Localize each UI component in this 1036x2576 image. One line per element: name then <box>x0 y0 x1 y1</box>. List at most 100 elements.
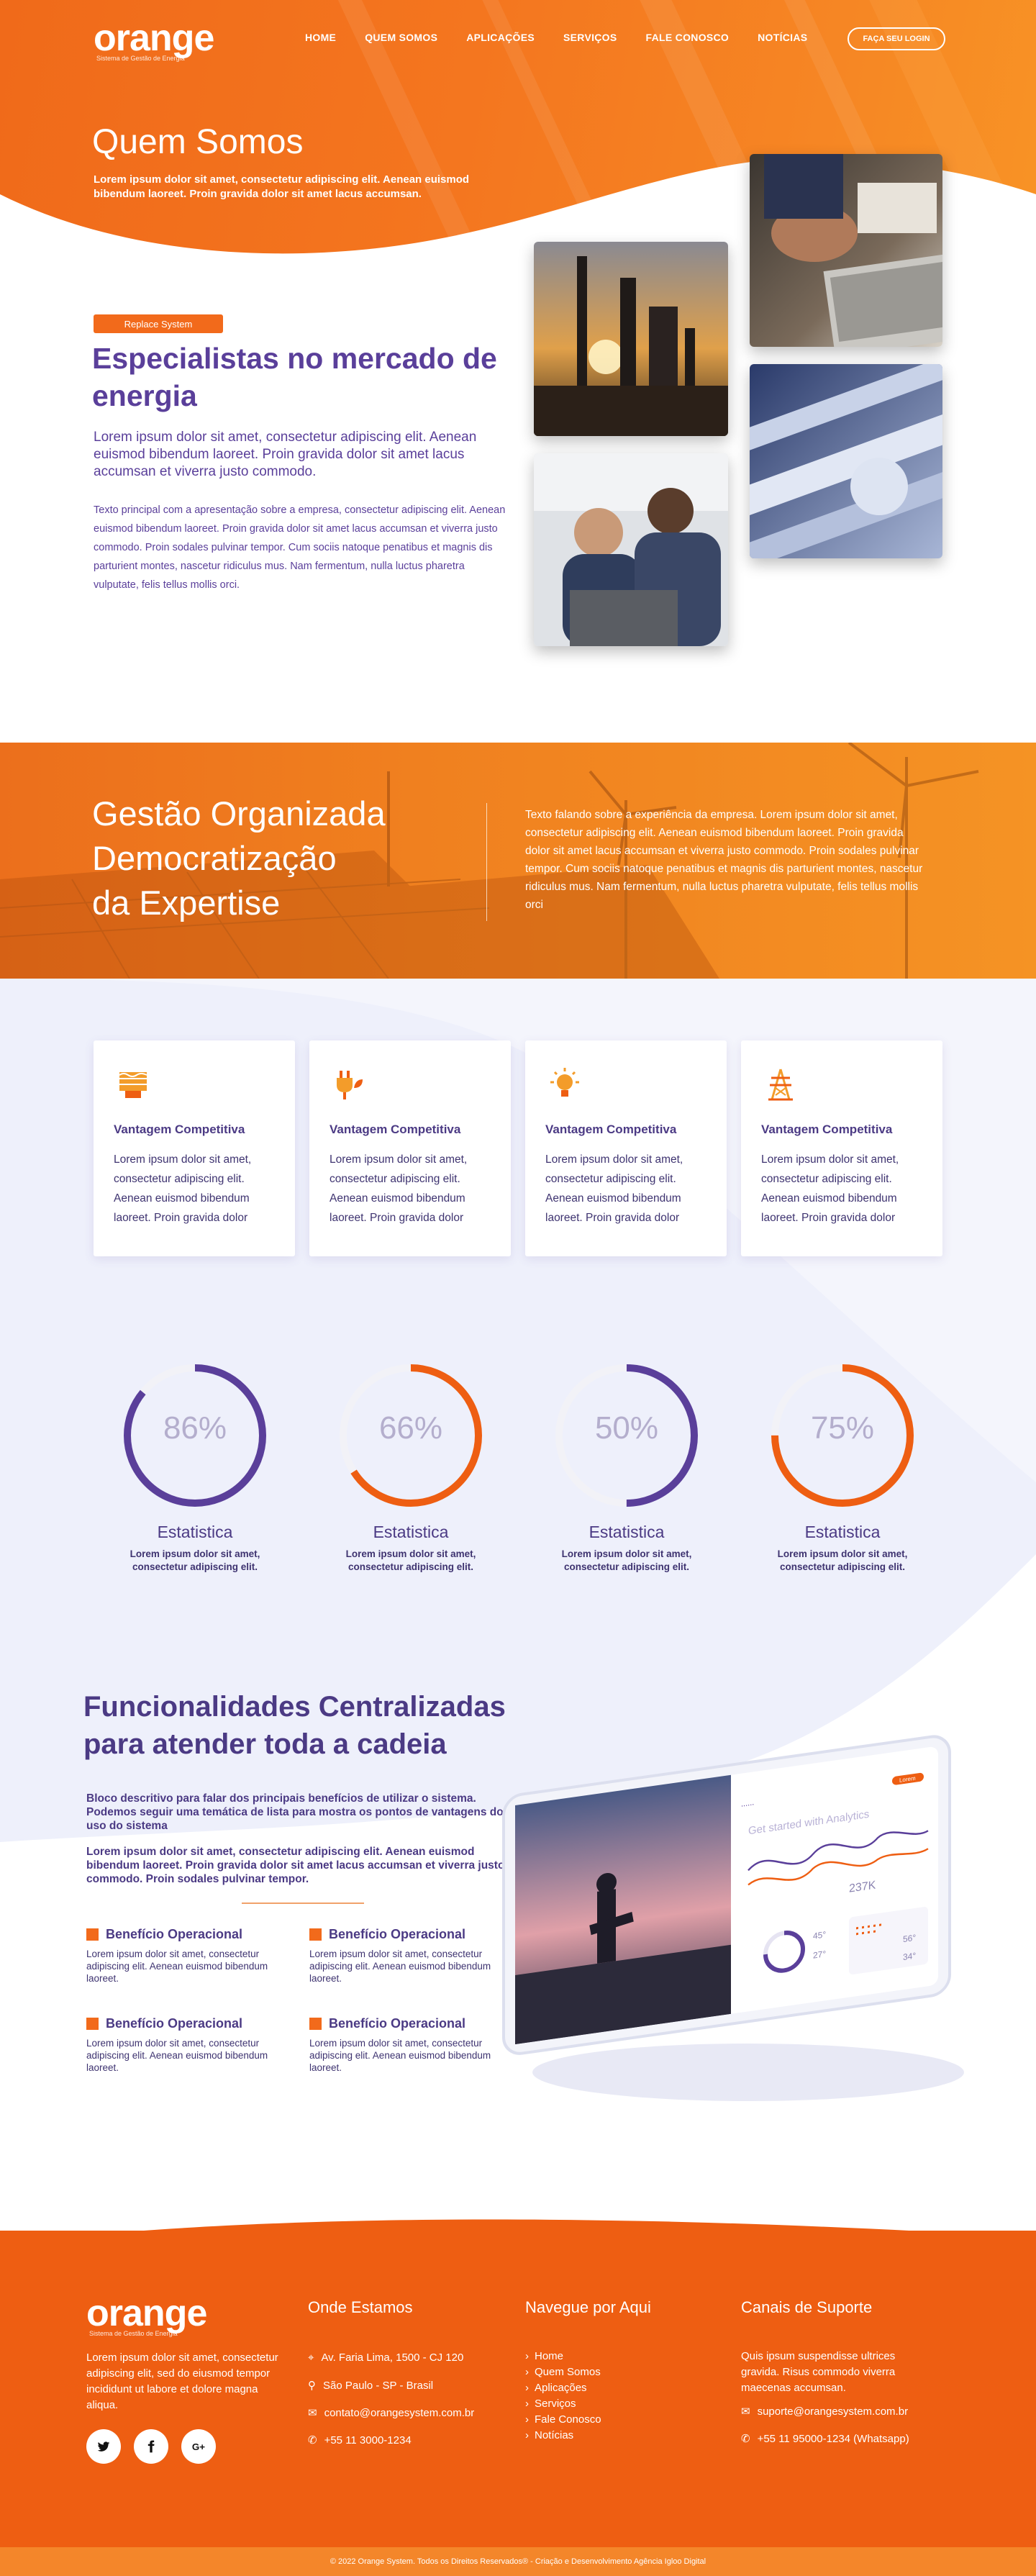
advantage-card[interactable]: Vantagem Competitiva Lorem ipsum dolor s… <box>525 1040 727 1256</box>
svg-text:45°: 45° <box>813 1929 826 1941</box>
card-text: Lorem ipsum dolor sit amet, consectetur … <box>545 1153 683 1224</box>
nav-quem-somos[interactable]: QUEM SOMOS <box>365 32 438 43</box>
stat-percent: 50% <box>594 1410 659 1446</box>
advantage-card[interactable]: Vantagem Competitiva Lorem ipsum dolor s… <box>741 1040 942 1256</box>
svg-text:27°: 27° <box>813 1949 826 1961</box>
about-lead: Lorem ipsum dolor sit amet, consectetur … <box>94 430 477 479</box>
footer-support-phone[interactable]: ✆ +55 11 95000-1234 (Whatsapp) <box>741 2432 909 2446</box>
footer-nav-home[interactable]: Home <box>525 2349 601 2364</box>
tablet-nav-text: ...... <box>741 1798 754 1809</box>
progress-arc <box>340 1364 482 1507</box>
tablet-mockup: ...... Lorem Get started with Analytics … <box>502 1735 964 2101</box>
card-title: Vantagem Competitiva <box>114 1123 245 1136</box>
about-body: Texto principal com a apresentação sobre… <box>94 504 506 591</box>
header-logo[interactable]: orange Sistema de Gestão de Energia <box>94 17 214 62</box>
logo-tagline: Sistema de Gestão de Energia <box>89 2330 178 2337</box>
footer-city-text: São Paulo - SP - Brasil <box>323 2379 434 2392</box>
stat-label: Estatistica <box>157 1523 233 1541</box>
card-title: Vantagem Competitiva <box>761 1123 893 1136</box>
benefit-title: Benefício Operacional <box>329 1927 466 1941</box>
banner-divider <box>486 803 487 921</box>
features-text: Lorem ipsum dolor sit amet, consectetur … <box>86 1846 505 1885</box>
facebook-icon[interactable] <box>134 2429 168 2464</box>
hero-title: Quem Somos <box>92 123 304 161</box>
footer-about: Lorem ipsum dolor sit amet, consectetur … <box>86 2351 278 2411</box>
benefit-text: Lorem ipsum dolor sit amet, consectetur … <box>309 1949 491 1984</box>
footer-nav-quem-somos[interactable]: Quem Somos <box>525 2364 601 2380</box>
copyright-bar: © 2022 Orange System. Todos os Direitos … <box>0 2547 1036 2576</box>
stat-item: 66% Estatistica Lorem ipsum dolor sit am… <box>335 1360 486 1574</box>
logo-wordmark: orange <box>94 17 214 59</box>
card-title: Vantagem Competitiva <box>330 1123 461 1136</box>
svg-text:34°: 34° <box>903 1951 916 1963</box>
footer-phone[interactable]: ✆ +55 11 3000-1234 <box>308 2434 412 2447</box>
advantage-card[interactable]: Vantagem Competitiva Lorem ipsum dolor s… <box>309 1040 511 1256</box>
features-title: Funcionalidades Centralizadas para atend… <box>83 1691 506 1760</box>
photo-business-team <box>534 453 728 646</box>
footer-nav-fale-conosco[interactable]: Fale Conosco <box>525 2412 601 2428</box>
benefit-bullet <box>309 2018 322 2030</box>
advantage-card[interactable]: Vantagem Competitiva Lorem ipsum dolor s… <box>94 1040 295 1256</box>
footer-nav-noticias[interactable]: Notícias <box>525 2428 601 2444</box>
svg-text:G+: G+ <box>192 2441 205 2452</box>
stat-desc: Lorem ipsum dolor sit amet, consectetur … <box>130 1548 260 1572</box>
hero-text: Lorem ipsum dolor sit amet, consectetur … <box>94 173 470 200</box>
nav-fale-conosco[interactable]: FALE CONOSCO <box>645 32 730 43</box>
footer-logo[interactable]: orange Sistema de Gestão de Energia <box>86 2292 207 2337</box>
svg-text:Lorem: Lorem <box>899 1775 916 1784</box>
benefit-bullet <box>309 1928 322 1941</box>
benefit-item: Benefício Operacional Lorem ipsum dolor … <box>86 2016 302 2074</box>
eco-plug-icon <box>337 1071 363 1099</box>
progress-ring <box>340 1364 482 1507</box>
expertise-banner <box>0 743 1036 979</box>
stat-percent: 75% <box>810 1410 875 1446</box>
logo-wordmark: orange <box>86 2292 207 2334</box>
nav-home[interactable]: HOME <box>305 32 337 43</box>
nav-aplicacoes[interactable]: APLICAÇÕES <box>466 32 535 43</box>
stat-percent: 66% <box>378 1410 443 1446</box>
stat-item: 50% Estatistica Lorem ipsum dolor sit am… <box>551 1360 702 1574</box>
phone-icon: ✆ <box>308 2434 317 2446</box>
banner-title-line: Democratização <box>92 839 337 877</box>
location-icon: ⚲ <box>308 2380 316 2392</box>
stat-percent: 86% <box>163 1410 227 1446</box>
progress-arc <box>124 1364 266 1507</box>
progress-arc <box>771 1364 914 1507</box>
card-text: Lorem ipsum dolor sit amet, consectetur … <box>761 1153 899 1224</box>
footer-support-email[interactable]: ✉ suporte@orangesystem.com.br <box>741 2405 908 2418</box>
card-text: Lorem ipsum dolor sit amet, consectetur … <box>114 1153 252 1224</box>
features-intro: Bloco descritivo para falar dos principa… <box>86 1792 504 1832</box>
stat-item: 75% Estatistica Lorem ipsum dolor sit am… <box>767 1360 918 1574</box>
banner-title-line: Gestão Organizada <box>92 794 386 833</box>
stat-label: Estatistica <box>373 1523 449 1541</box>
footer-email[interactable]: ✉ contato@orangesystem.com.br <box>308 2406 475 2420</box>
footer-nav-aplicacoes[interactable]: Aplicações <box>525 2380 601 2396</box>
footer-email-text: contato@orangesystem.com.br <box>324 2406 475 2419</box>
benefit-text: Lorem ipsum dolor sit amet, consectetur … <box>86 1949 268 1984</box>
benefit-text: Lorem ipsum dolor sit amet, consectetur … <box>309 2038 491 2073</box>
stat-label: Estatistica <box>589 1523 665 1541</box>
footer-nav-servicos[interactable]: Serviços <box>525 2396 601 2412</box>
svg-text:237K: 237K <box>849 1879 876 1895</box>
benefit-text: Lorem ipsum dolor sit amet, consectetur … <box>86 2038 268 2073</box>
footer-city: ⚲ São Paulo - SP - Brasil <box>308 2379 434 2393</box>
login-button[interactable]: FAÇA SEU LOGIN <box>848 27 945 50</box>
footer-support-email-text: suporte@orangesystem.com.br <box>757 2405 909 2418</box>
footer-nav: Home Quem Somos Aplicações Serviços Fale… <box>525 2349 601 2444</box>
progress-ring <box>555 1364 698 1507</box>
benefit-bullet <box>86 2018 99 2030</box>
photo-industrial-pipes <box>750 364 942 558</box>
about-tag: Replace System <box>94 314 223 333</box>
twitter-icon[interactable] <box>86 2429 121 2464</box>
benefit-bullet <box>86 1928 99 1941</box>
google-plus-icon[interactable]: G+ <box>181 2429 216 2464</box>
map-pin-icon: ⌖ <box>308 2351 314 2364</box>
nav-noticias[interactable]: NOTÍCIAS <box>758 32 808 43</box>
footer-phone-text: +55 11 3000-1234 <box>324 2434 412 2446</box>
svg-text:56°: 56° <box>903 1933 916 1945</box>
footer-address-text: Av. Faria Lima, 1500 - CJ 120 <box>321 2351 464 2364</box>
benefit-item: Benefício Operacional Lorem ipsum dolor … <box>309 1927 525 1985</box>
nav-servicos[interactable]: SERVIÇOS <box>563 32 617 43</box>
footer-nav-title: Navegue por Aqui <box>525 2298 651 2316</box>
mail-icon: ✉ <box>308 2407 317 2419</box>
